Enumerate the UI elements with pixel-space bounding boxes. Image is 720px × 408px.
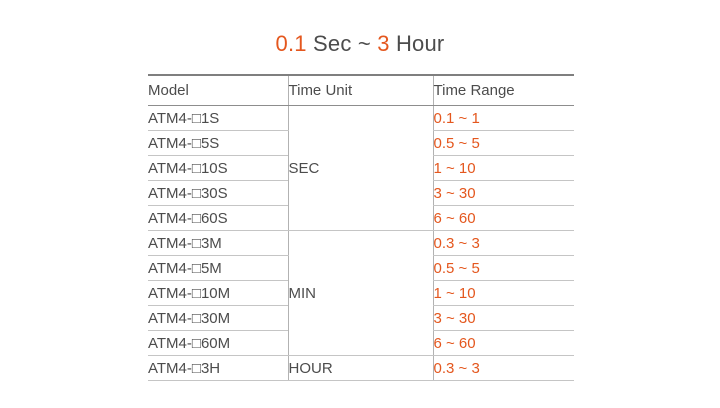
table-row: ATM4-□1S SEC 0.1 ~ 1 xyxy=(148,105,574,231)
table-row: ATM4-□60S 6 ~ 60 xyxy=(148,205,574,231)
table-row: ATM4-□5M 0.5 ~ 5 xyxy=(148,255,574,281)
time-range-cell: 3 ~ 30 xyxy=(432,305,574,331)
table-row: ATM4-□3H HOUR 0.3 ~ 3 xyxy=(148,355,574,381)
column-header-time-range: Time Range xyxy=(432,75,574,106)
model-cell: ATM4-□5M xyxy=(148,255,288,281)
title-hour-label: Hour xyxy=(389,31,445,56)
column-header-model: Model xyxy=(148,75,288,106)
table-body: ATM4-□1S SEC 0.1 ~ 1 ATM4-□5S 0.5 ~ 5 AT… xyxy=(148,105,574,381)
table-row: ATM4-□10M 1 ~ 10 xyxy=(148,280,574,306)
time-range-cell: 0.3 ~ 3 xyxy=(432,230,574,256)
title-sec-label: Sec ~ xyxy=(306,31,378,56)
table-row: ATM4-□30S 3 ~ 30 xyxy=(148,180,574,206)
table-row: ATM4-□30M 3 ~ 30 xyxy=(148,305,574,331)
model-cell: ATM4-□30S xyxy=(148,180,288,206)
table-row: ATM4-□5S 0.5 ~ 5 xyxy=(148,130,574,156)
page-title: 0.1 Sec ~ 3 Hour xyxy=(0,33,720,55)
time-range-cell: 3 ~ 30 xyxy=(432,180,574,206)
model-cell: ATM4-□1S xyxy=(148,105,288,131)
table-head: Model Time Unit Time Range xyxy=(148,75,574,106)
time-range-cell: 1 ~ 10 xyxy=(432,155,574,181)
table-row: ATM4-□60M 6 ~ 60 xyxy=(148,330,574,356)
table-row: ATM4-□3M MIN 0.3 ~ 3 xyxy=(148,230,574,356)
time-range-cell: 6 ~ 60 xyxy=(432,330,574,356)
time-unit-cell-hour: HOUR xyxy=(287,355,433,381)
title-min-value: 0.1 xyxy=(275,31,307,56)
time-range-cell: 1 ~ 10 xyxy=(432,280,574,306)
model-cell: ATM4-□30M xyxy=(148,305,288,331)
model-cell: ATM4-□60M xyxy=(148,330,288,356)
model-cell: ATM4-□3H xyxy=(148,355,288,381)
table-row: ATM4-□10S 1 ~ 10 xyxy=(148,155,574,181)
table-header-row: Model Time Unit Time Range xyxy=(148,75,574,106)
time-unit-cell-sec: SEC xyxy=(287,105,433,231)
time-range-cell: 0.1 ~ 1 xyxy=(432,105,574,131)
title-max-value: 3 xyxy=(377,31,390,56)
model-cell: ATM4-□10M xyxy=(148,280,288,306)
time-range-cell: 0.3 ~ 3 xyxy=(432,355,574,381)
model-cell: ATM4-□10S xyxy=(148,155,288,181)
model-cell: ATM4-□3M xyxy=(148,230,288,256)
model-cell: ATM4-□5S xyxy=(148,130,288,156)
time-range-cell: 0.5 ~ 5 xyxy=(432,130,574,156)
time-unit-cell-min: MIN xyxy=(287,230,433,356)
time-range-cell: 0.5 ~ 5 xyxy=(432,255,574,281)
model-cell: ATM4-□60S xyxy=(148,205,288,231)
time-range-cell: 6 ~ 60 xyxy=(432,205,574,231)
time-range-spec-table: Model Time Unit Time Range ATM4-□1S SEC … xyxy=(148,74,574,381)
column-header-time-unit: Time Unit xyxy=(287,75,433,106)
